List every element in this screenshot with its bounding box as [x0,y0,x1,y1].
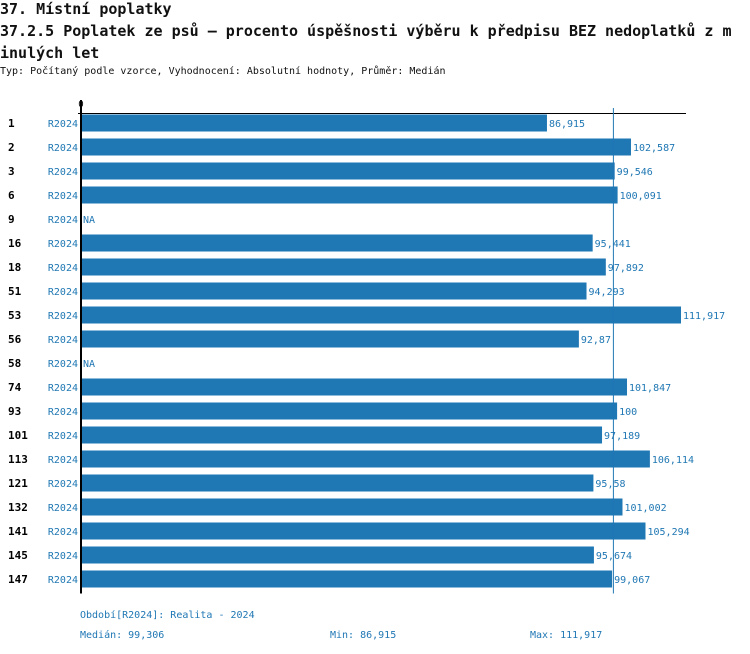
period-note: Období[R2024]: Realita - 2024 [80,610,255,621]
row-id-label: 3 [8,165,15,178]
row-period-label: R2024 [48,527,78,538]
row-id-label: 1 [8,117,15,130]
value-label: 100 [619,407,637,418]
row-id-label: 2 [8,141,15,154]
bar [81,186,618,204]
value-label: 111,917 [683,311,725,322]
row-period-label: R2024 [48,503,78,514]
bar [81,546,594,564]
row-id-label: 74 [8,381,22,394]
bar [81,378,628,396]
value-label: 102,587 [633,143,675,154]
row-period-label: R2024 [48,215,78,226]
bar [81,282,587,300]
bar [81,330,579,348]
row-period-label: R2024 [48,167,78,178]
chart-title: 37.2.5 Poplatek ze psů – procento úspěšn… [0,22,732,62]
row-period-label: R2024 [48,455,78,466]
value-label: 101,002 [624,503,666,514]
row-id-label: 53 [8,309,21,322]
row-period-label: R2024 [48,575,78,586]
row-id-label: 145 [8,549,28,562]
bar [81,138,631,156]
value-label: 95,58 [595,479,625,490]
bar [81,402,618,420]
row-period-label: R2024 [48,263,78,274]
bar [81,522,646,540]
value-label: 97,892 [608,263,644,274]
row-period-label: R2024 [48,119,78,130]
bar [81,498,623,516]
row-id-label: 101 [8,429,28,442]
row-id-label: 147 [8,573,28,586]
row-period-label: R2024 [48,479,78,490]
max-stat: Max: 111,917 [530,630,603,641]
bar [81,570,613,588]
value-label: 94,293 [589,287,625,298]
row-id-label: 18 [8,261,21,274]
bar [81,114,547,132]
row-id-label: 132 [8,501,28,514]
row-id-label: 56 [8,333,22,346]
value-label: 106,114 [652,455,694,466]
value-label: NA [83,215,95,226]
page-title: 37. Místní poplatky [0,0,172,18]
row-period-label: R2024 [48,143,78,154]
row-id-label: 58 [8,357,21,370]
row-period-label: R2024 [48,383,78,394]
chart-meta: Typ: Počítaný podle vzorce, Vyhodnocení:… [0,66,446,77]
row-period-label: R2024 [48,191,78,202]
bar [81,306,681,324]
row-id-label: 6 [8,189,15,202]
value-label: 105,294 [647,527,689,538]
row-id-label: 9 [8,213,15,226]
bar [81,234,593,252]
value-label: 101,847 [629,383,671,394]
bar [81,162,615,180]
value-label: 92,87 [581,335,611,346]
min-stat: Min: 86,915 [330,630,397,641]
row-period-label: R2024 [48,407,78,418]
median-stat: Medián: 99,306 [80,630,165,641]
bar [81,426,603,444]
row-id-label: 93 [8,405,21,418]
row-period-label: R2024 [48,311,78,322]
value-label: 95,441 [595,239,631,250]
value-label: 99,546 [617,167,653,178]
value-label: 100,091 [620,191,662,202]
value-label: 97,189 [604,431,640,442]
bar [81,258,606,276]
row-id-label: 16 [8,237,22,250]
row-period-label: R2024 [48,335,78,346]
bar [81,450,650,468]
row-period-label: R2024 [48,359,78,370]
row-period-label: R2024 [48,551,78,562]
row-id-label: 113 [8,453,28,466]
bar [81,474,594,492]
value-label: 95,674 [596,551,632,562]
value-label: 86,915 [549,119,585,130]
row-id-label: 141 [8,525,28,538]
row-period-label: R2024 [48,431,78,442]
row-period-label: R2024 [48,287,78,298]
row-id-label: 121 [8,477,28,490]
value-label: 99,067 [614,575,650,586]
row-period-label: R2024 [48,239,78,250]
value-label: NA [83,359,95,370]
row-id-label: 51 [8,285,22,298]
